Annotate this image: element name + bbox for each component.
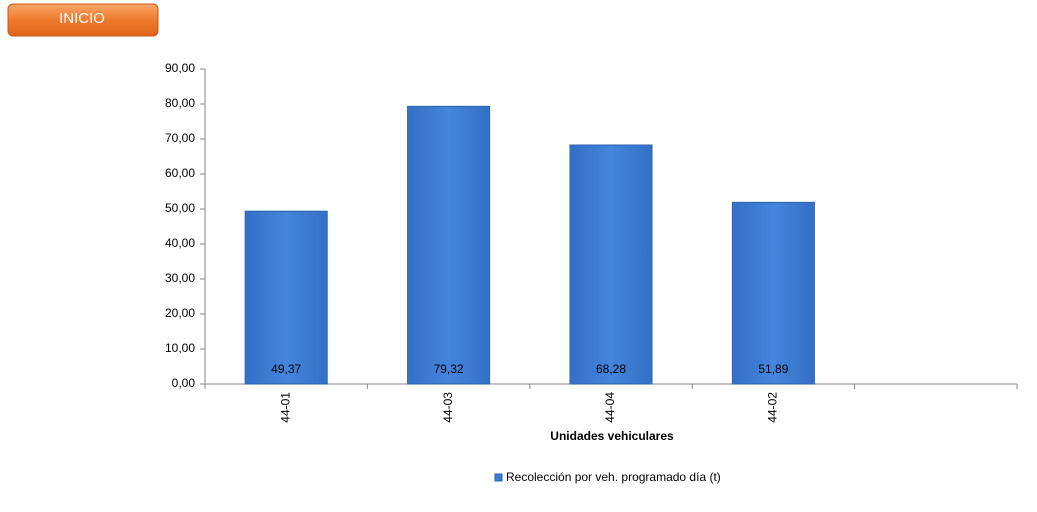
y-tick-label: 0,00 (172, 376, 196, 390)
button-label[interactable]: INICIO (59, 10, 105, 27)
y-tick-label: 80,00 (165, 96, 195, 110)
legend-label: Recolección por veh. programado día (t) (506, 470, 721, 484)
value-label: 68,28 (596, 362, 626, 376)
x-tick-label: 44-01 (278, 392, 292, 423)
y-tick-label: 70,00 (165, 131, 195, 145)
x-tick-label: 44-04 (603, 392, 617, 423)
button-bg[interactable] (7, 3, 159, 37)
value-label: 49,37 (271, 362, 301, 376)
x-tick-label: 44-03 (441, 392, 455, 423)
bar-shade (733, 203, 814, 383)
bar-shade (571, 146, 651, 383)
bar-shade (408, 107, 489, 383)
y-tick-label: 20,00 (165, 306, 195, 320)
y-tick-label: 10,00 (165, 341, 195, 355)
value-label: 51,89 (758, 362, 788, 376)
x-axis-title: Unidades vehiculares (550, 429, 674, 443)
y-tick-label: 40,00 (165, 236, 195, 250)
inicio-button[interactable]: INICIO (7, 3, 159, 37)
y-tick-label: 60,00 (165, 166, 195, 180)
y-tick-label: 50,00 (165, 201, 195, 215)
legend-marker (494, 473, 503, 482)
y-tick-label: 30,00 (165, 271, 195, 285)
x-tick-label: 44-02 (766, 392, 780, 423)
bar-shade (246, 212, 327, 383)
value-label: 79,32 (434, 362, 464, 376)
y-tick-label: 90,00 (165, 61, 195, 75)
